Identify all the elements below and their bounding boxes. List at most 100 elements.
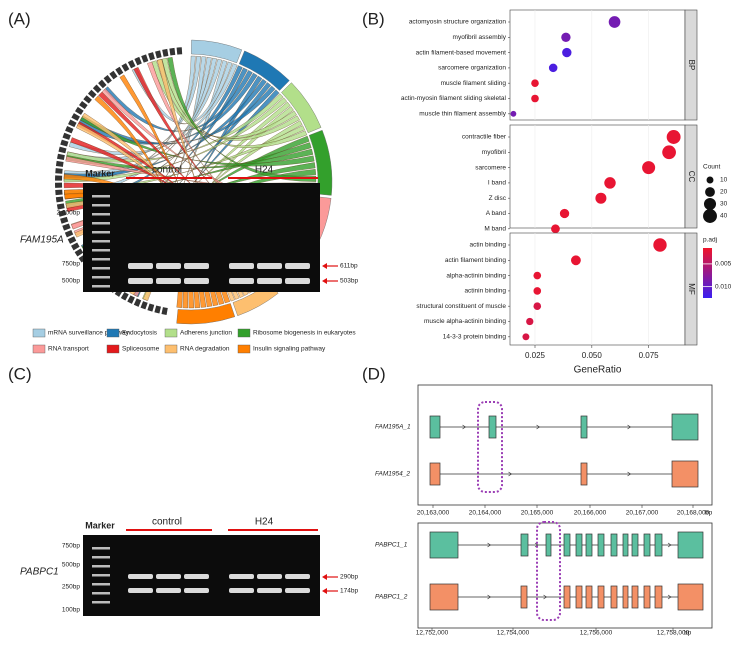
legend-label: RNA degradation (180, 346, 230, 353)
panel-label: (A) (8, 9, 31, 28)
legend-swatch (237, 328, 251, 338)
group-label: H24 (255, 517, 274, 528)
dot-plot: BP actomyosin structure organization myofi… (401, 9, 732, 376)
ladder-band (92, 258, 110, 261)
exon (631, 585, 639, 609)
facet-strip (684, 232, 698, 346)
strand-arrow (536, 424, 541, 430)
legend-swatch (164, 344, 178, 354)
dot (533, 271, 542, 280)
dot (561, 32, 571, 42)
coord-label: 12,754,000 (497, 630, 530, 637)
gel-panel: Marker control H24 FAM195A 2,000bp 750bp 500bp… (20, 165, 358, 616)
legend-label: Adherens junction (180, 330, 232, 337)
strand-arrow (487, 542, 492, 548)
dot (522, 333, 530, 341)
exon (677, 531, 704, 559)
strand-arrow (462, 424, 467, 430)
coord-label: 20,163,000 (417, 510, 450, 517)
facet-label: BP (687, 60, 696, 71)
strand-arrow (667, 542, 672, 548)
marker-label: Marker (85, 520, 115, 530)
dot (510, 110, 517, 117)
gene-sector (74, 248, 84, 257)
panel-label: (B) (362, 9, 385, 28)
gene-sector (162, 48, 169, 57)
exon (563, 533, 571, 557)
dot (653, 238, 667, 252)
gene-sector (154, 305, 161, 314)
legend-label: mRNA surveillance pathway (48, 330, 130, 337)
arrow-head (322, 278, 327, 284)
dot (531, 79, 539, 88)
size-key (703, 197, 717, 211)
band (184, 574, 209, 579)
dot (595, 192, 607, 204)
dot (531, 94, 539, 103)
band (184, 588, 209, 593)
model-frame (417, 384, 713, 506)
band (257, 588, 282, 593)
arrow-head (322, 588, 327, 594)
exon (520, 533, 529, 557)
ladder-band (92, 240, 110, 243)
ladder-band (92, 267, 110, 270)
gene-sector (127, 59, 136, 69)
chord-ribbon (64, 58, 223, 176)
band (184, 278, 209, 284)
ladder-band (92, 574, 110, 577)
gene-sector (161, 307, 168, 315)
legend-swatch (32, 328, 46, 338)
product-label: 174bp (340, 588, 358, 595)
legend-title: Count (703, 164, 721, 171)
exon (575, 585, 583, 609)
ladder-band (92, 276, 110, 279)
x-tick-label: 0.075 (639, 351, 660, 360)
facet-label: MF (687, 283, 696, 295)
term-label: myofibril (482, 149, 507, 156)
gene-sector (71, 242, 80, 251)
dot (666, 130, 681, 144)
band (229, 588, 254, 593)
band (128, 263, 153, 269)
color-tick-label: 0.010 (715, 283, 732, 290)
gene-sector (109, 70, 118, 80)
term-label: structural constituent of muscle (416, 303, 506, 310)
facet-panel (509, 124, 686, 229)
dot (642, 161, 656, 175)
band (184, 263, 209, 269)
gene-sector (55, 196, 64, 203)
strand-arrow (543, 594, 548, 600)
panel-label: (C) (8, 364, 32, 383)
gene-sector (141, 54, 149, 63)
gene-sector (176, 47, 183, 55)
gene-sector (56, 203, 65, 210)
exon (622, 585, 629, 609)
coord-label: 12,756,000 (580, 630, 613, 637)
exon (563, 585, 571, 609)
gene-sector (140, 301, 148, 310)
product-label: 290bp (340, 574, 358, 581)
coord-label: 20,166,000 (574, 510, 607, 517)
gene-label: PABPC1 (20, 567, 59, 578)
ladder-label: 500bp (62, 562, 80, 569)
product-label: 503bp (340, 278, 358, 285)
ladder-band (92, 592, 110, 595)
dot (662, 145, 676, 160)
exon (520, 585, 528, 609)
band (128, 588, 153, 593)
term-label: actomyosin structure organization (409, 19, 507, 26)
dot (604, 177, 616, 189)
band (257, 574, 282, 579)
gene-sector (79, 100, 88, 110)
term-label: actin binding (470, 242, 507, 249)
dot (533, 287, 542, 295)
gene-sector (83, 95, 92, 104)
ladder-band (92, 556, 110, 559)
gene-sector (115, 66, 124, 76)
coord-label: 20,165,000 (521, 510, 554, 517)
x-axis-title: GeneRatio (574, 365, 622, 376)
exon (580, 462, 588, 486)
exon (597, 533, 605, 557)
